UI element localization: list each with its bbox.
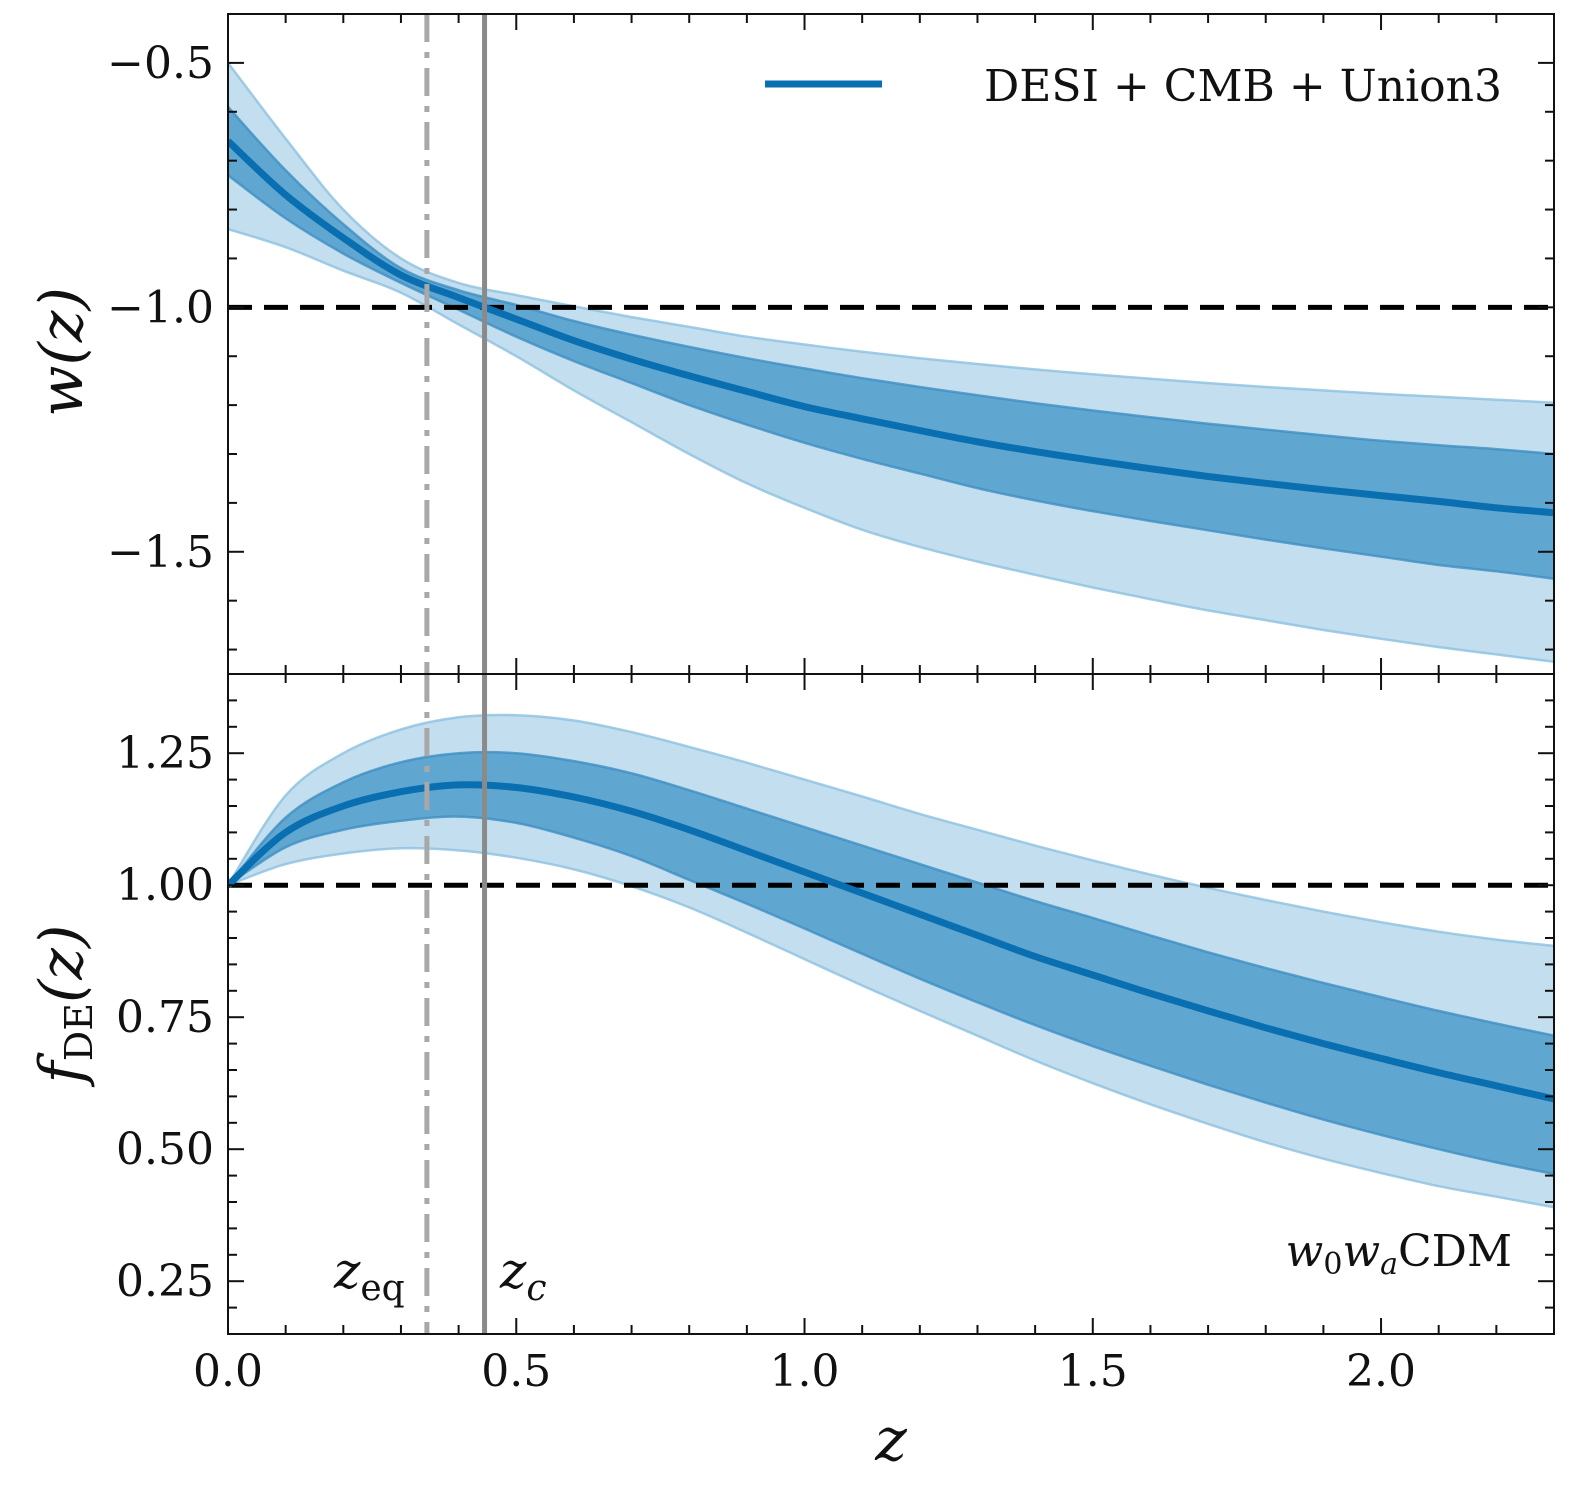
fde-1sigma-upper-edge [228,750,1554,1037]
legend-label: DESI + CMB + Union3 [984,61,1502,112]
x-tick-label: 0.0 [193,1346,263,1397]
zeq-label-main: z [333,1242,361,1300]
w-y-tick-labels: −0.5 −1.0 −1.5 [107,38,214,578]
w-ytick-label: −1.0 [107,282,214,333]
w-median-line [228,138,1554,517]
f-ytick-label: 0.75 [116,992,214,1043]
x-tick-label: 1.0 [770,1346,840,1397]
fde-1sigma-lower-edge [228,815,1554,1176]
model-annotation: w0waCDM [1286,1226,1512,1282]
fde-vertical-markers [424,674,488,1334]
w-1sigma-band [228,106,1554,579]
zc-label-sub: c [526,1268,546,1309]
fde-ticks [227,673,1555,1335]
legend: DESI + CMB + Union3 [765,61,1502,112]
zc-label-main: z [499,1242,527,1300]
w-2sigma-lower-edge [228,227,1554,664]
x-tick-labels: 0.0 0.5 1.0 1.5 2.0 [193,1346,1416,1397]
fde-2sigma-lower-edge [228,846,1554,1209]
w-vertical-markers [424,14,488,674]
panel-fde: 0.250.500.751.001.25 fDE(z) zeq zc w0waC… [27,673,1555,1335]
fde-y-tick-labels: 0.25 0.50 0.75 1.00 1.25 [116,728,214,1307]
f-ytick-label: 0.50 [116,1124,214,1175]
model-annotation-w0: w [1286,1226,1324,1277]
w-ylabel-main: w [27,366,97,417]
w-ytick-label: −0.5 [107,38,214,89]
model-annotation-suba: a [1380,1247,1398,1282]
fde-1sigma-band [228,752,1554,1174]
x-tick-label: 0.5 [481,1346,551,1397]
w-ylabel: w(z) [27,287,97,417]
w-1sigma-lower-edge [228,174,1554,580]
fde-bands [228,713,1554,1209]
zeq-label: zeq [333,1242,405,1309]
fde-ylabel: fDE(z) [27,925,101,1088]
w-ylabel-arg: (z) [27,287,97,365]
model-annotation-rest: CDM [1398,1226,1512,1277]
panel-w: −0.5 −1.0 −1.5 DESI + CMB + Union3 w(z) [27,13,1555,675]
f-ytick-label: 0.25 [116,1256,214,1307]
w-2sigma-upper-edge [228,62,1554,404]
w-1sigma-upper-edge [228,106,1554,456]
fde-2sigma-upper-edge [228,713,1554,948]
fde-ylabel-arg: (z) [27,925,97,1003]
w-bands [228,62,1554,664]
x-tick-label: 1.5 [1058,1346,1128,1397]
x-axis-label: z [874,1405,907,1475]
zc-label: zc [499,1242,547,1309]
x-tick-label: 2.0 [1346,1346,1416,1397]
fde-frame [227,673,1555,1335]
fde-ylabel-sub: DE [57,1003,101,1061]
f-ytick-label: 1.25 [116,728,214,779]
model-annotation-sub0: 0 [1323,1247,1342,1282]
fde-median-line [228,781,1554,1103]
f-ytick-label: 1.00 [116,860,214,911]
w-ytick-label: −1.5 [107,527,214,578]
zeq-label-sub: eq [360,1268,404,1309]
model-annotation-wa: w [1342,1226,1380,1277]
